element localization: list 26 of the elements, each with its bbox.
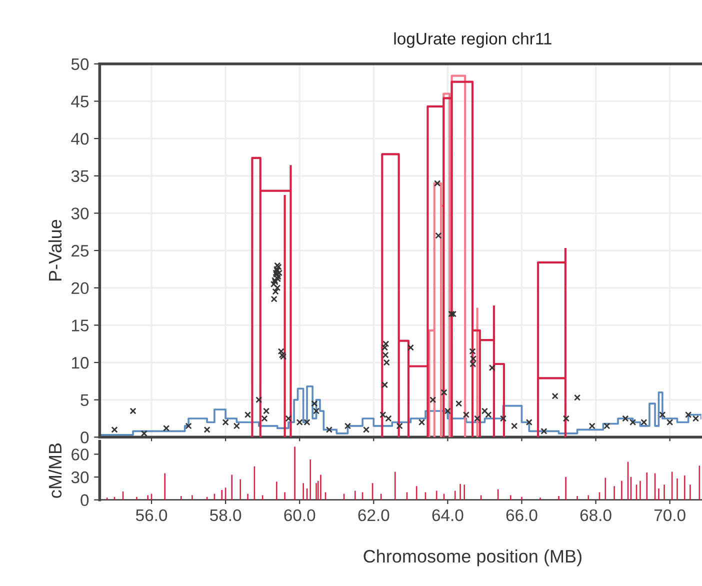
y-tick-label: 20 (72, 282, 89, 294)
x-tick-label: 64.0 (432, 509, 464, 522)
y-axis-title: cM/MB (48, 443, 62, 498)
y-tick-label: 10 (72, 356, 89, 369)
x-tick-label: 62.0 (358, 509, 390, 522)
x-tick-label: 68.0 (580, 509, 612, 522)
x-tick-label: 60.0 (284, 509, 316, 522)
y-tick-label: 50 (71, 58, 89, 70)
x-tick-label: 56.0 (136, 509, 168, 522)
x-tick-label: 70.0 (654, 509, 686, 522)
y-tick-label: 40 (71, 132, 89, 145)
chart-title: logUrate region chr11 (394, 32, 552, 48)
y-tick-label: 15 (72, 320, 89, 332)
y-tick-label: 25 (72, 244, 89, 257)
x-tick-label: 66.0 (506, 509, 538, 522)
y-tick-label: 5 (80, 394, 89, 406)
y-tick-label: 45 (71, 96, 89, 108)
x-axis-title: Chromosome position (MB) (364, 549, 582, 566)
x-tick-label: 58.0 (210, 509, 242, 522)
y-tick-label: 30 (71, 471, 89, 484)
y-tick-label: 0 (80, 432, 89, 444)
y-tick-label: 30 (71, 208, 89, 220)
y-tick-label: 35 (71, 170, 89, 182)
y-tick-label: 60 (72, 448, 89, 460)
y-tick-label: 0 (80, 494, 89, 506)
y-axis-title: P-Value (48, 220, 62, 280)
